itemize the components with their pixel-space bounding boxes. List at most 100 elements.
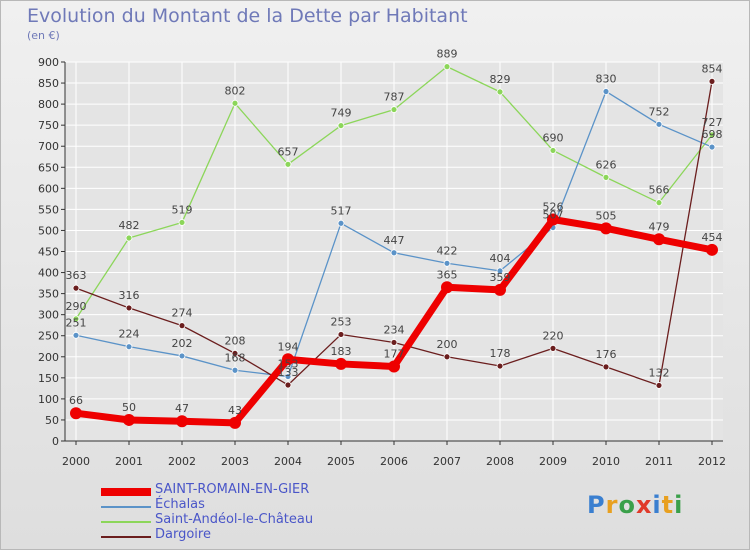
legend-swatch <box>101 536 151 538</box>
data-point-saint_romain <box>653 233 665 246</box>
data-label-saint_romain: 194 <box>278 340 299 353</box>
x-tick-label: 2001 <box>115 455 143 468</box>
data-label-echalas: 830 <box>596 72 617 85</box>
data-label-dargoire: 208 <box>225 334 246 347</box>
data-point-echalas <box>602 88 610 95</box>
data-label-saint_andeol: 787 <box>384 91 405 104</box>
data-label-saint_romain: 50 <box>122 401 136 414</box>
data-point-echalas <box>72 331 80 339</box>
y-tick-label: 750 <box>38 119 59 132</box>
data-point-echalas <box>231 366 239 374</box>
x-tick-label: 2006 <box>380 455 408 468</box>
data-label-dargoire: 274 <box>172 307 193 320</box>
data-point-dargoire <box>178 322 186 330</box>
data-label-dargoire: 133 <box>278 366 299 379</box>
data-label-saint_romain: 359 <box>490 271 511 284</box>
y-tick-label: 250 <box>38 330 59 343</box>
x-tick-label: 2003 <box>221 455 249 468</box>
data-point-dargoire <box>72 284 80 292</box>
data-point-saint_andeol <box>125 234 133 242</box>
data-label-echalas: 517 <box>331 204 352 217</box>
data-label-echalas: 153 <box>278 358 299 371</box>
data-label-saint_andeol: 566 <box>649 184 670 197</box>
data-label-saint_romain: 43 <box>228 404 242 417</box>
data-point-echalas <box>178 352 186 360</box>
data-label-saint_andeol: 690 <box>543 131 564 144</box>
data-label-saint_andeol: 802 <box>225 84 246 97</box>
legend-swatch <box>101 521 151 523</box>
data-label-saint_andeol: 829 <box>490 73 511 86</box>
data-point-saint_romain <box>441 281 453 294</box>
data-point-dargoire <box>496 362 504 370</box>
y-tick-label: 150 <box>38 372 59 385</box>
data-label-saint_andeol: 482 <box>119 219 140 232</box>
y-tick-label: 0 <box>52 435 59 448</box>
data-point-dargoire <box>231 350 239 357</box>
y-tick-label: 300 <box>38 309 59 322</box>
data-point-saint_andeol <box>178 219 186 226</box>
data-point-echalas <box>443 259 451 267</box>
data-label-echalas: 224 <box>119 328 140 341</box>
data-label-saint_romain: 365 <box>437 268 458 281</box>
data-label-dargoire: 316 <box>119 289 140 302</box>
data-label-saint_andeol: 290 <box>66 300 87 313</box>
data-point-saint_andeol <box>496 88 504 96</box>
x-tick-label: 2007 <box>433 455 461 468</box>
legend-label: SAINT-ROMAIN-EN-GIER <box>155 482 310 497</box>
data-point-dargoire <box>655 382 663 389</box>
data-label-saint_romain: 479 <box>649 220 670 233</box>
data-label-saint_romain: 505 <box>596 209 617 222</box>
legend-swatch <box>101 506 151 508</box>
data-label-dargoire: 200 <box>437 338 458 351</box>
y-tick-label: 50 <box>45 414 59 427</box>
y-tick-label: 600 <box>38 182 59 195</box>
data-label-saint_romain: 47 <box>175 402 189 415</box>
y-tick-label: 450 <box>38 246 59 259</box>
data-label-saint_romain: 526 <box>543 200 564 213</box>
x-tick-label: 2000 <box>62 455 90 468</box>
data-label-echalas: 507 <box>543 208 564 221</box>
y-tick-label: 700 <box>38 140 59 153</box>
data-point-saint_andeol <box>72 315 80 323</box>
data-label-echalas: 202 <box>172 337 193 350</box>
data-point-saint_romain <box>123 413 135 426</box>
data-point-saint_romain <box>388 360 400 373</box>
data-point-saint_andeol <box>231 99 239 107</box>
x-tick-label: 2009 <box>539 455 567 468</box>
data-point-saint_romain <box>335 357 347 370</box>
y-tick-label: 850 <box>38 77 59 90</box>
y-tick-label: 900 <box>38 56 59 69</box>
y-tick-label: 550 <box>38 203 59 216</box>
data-point-echalas <box>337 219 345 227</box>
data-point-saint_romain <box>547 213 559 226</box>
legend-label: Échalas <box>155 497 205 512</box>
data-point-saint_andeol <box>390 106 398 113</box>
data-point-saint_romain <box>706 243 718 256</box>
data-label-saint_romain: 66 <box>69 394 83 407</box>
data-label-dargoire: 178 <box>490 347 511 360</box>
data-label-echalas: 404 <box>490 252 511 265</box>
data-point-echalas <box>284 373 292 380</box>
x-tick-label: 2010 <box>592 455 620 468</box>
y-tick-label: 800 <box>38 98 59 111</box>
data-label-echalas: 168 <box>225 351 246 364</box>
data-label-saint_romain: 454 <box>702 231 723 244</box>
data-label-echalas: 447 <box>384 234 405 247</box>
data-point-saint_andeol <box>708 131 716 139</box>
data-label-saint_andeol: 657 <box>278 145 299 158</box>
data-point-saint_romain <box>600 222 612 235</box>
data-point-dargoire <box>708 77 716 85</box>
x-tick-label: 2005 <box>327 455 355 468</box>
data-point-saint_andeol <box>443 63 451 71</box>
data-point-dargoire <box>337 331 345 338</box>
data-point-saint_romain <box>229 416 241 429</box>
y-tick-label: 400 <box>38 267 59 280</box>
data-label-echalas: 422 <box>437 244 458 257</box>
data-point-saint_romain <box>176 415 188 428</box>
data-point-dargoire <box>602 363 610 371</box>
data-label-dargoire: 220 <box>543 329 564 342</box>
data-point-saint_andeol <box>602 173 610 181</box>
data-point-echalas <box>655 120 663 128</box>
chart-title: Evolution du Montant de la Dette par Hab… <box>27 5 468 27</box>
